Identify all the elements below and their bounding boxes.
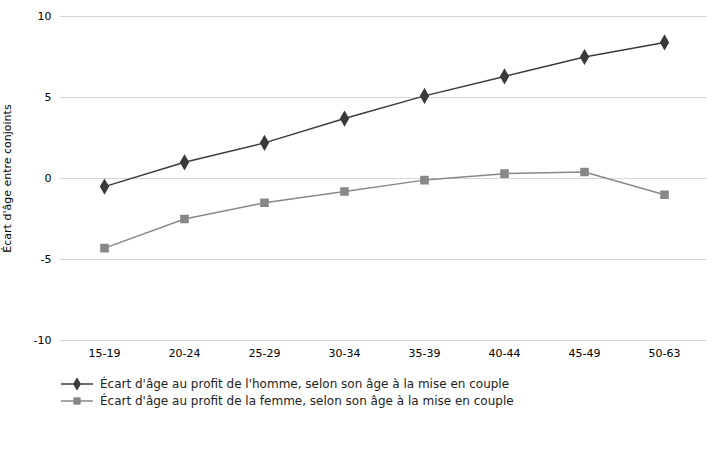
- svg-text:20-24: 20-24: [169, 347, 201, 360]
- svg-text:30-34: 30-34: [329, 347, 361, 360]
- svg-text:-5: -5: [41, 253, 52, 266]
- svg-text:5: 5: [45, 91, 52, 104]
- svg-text:Écart d'âge entre conjoints: Écart d'âge entre conjoints: [1, 104, 14, 253]
- svg-text:0: 0: [45, 172, 52, 185]
- svg-text:35-39: 35-39: [409, 347, 441, 360]
- html-text:Écart d'âge au profit de la fe: Écart d'âge au profit de la femme, selon…: [100, 394, 514, 408]
- svg-text:25-29: 25-29: [249, 347, 281, 360]
- svg-text:-10: -10: [34, 334, 52, 347]
- svg-text:50-63: 50-63: [649, 347, 681, 360]
- svg-text:10: 10: [38, 10, 52, 23]
- svg-text:45-49: 45-49: [569, 347, 601, 360]
- svg-text:15-19: 15-19: [89, 347, 121, 360]
- svg-text:40-44: 40-44: [489, 347, 521, 360]
- html-text:Écart d'âge au profit de l'hom: Écart d'âge au profit de l'homme, selon …: [100, 377, 510, 391]
